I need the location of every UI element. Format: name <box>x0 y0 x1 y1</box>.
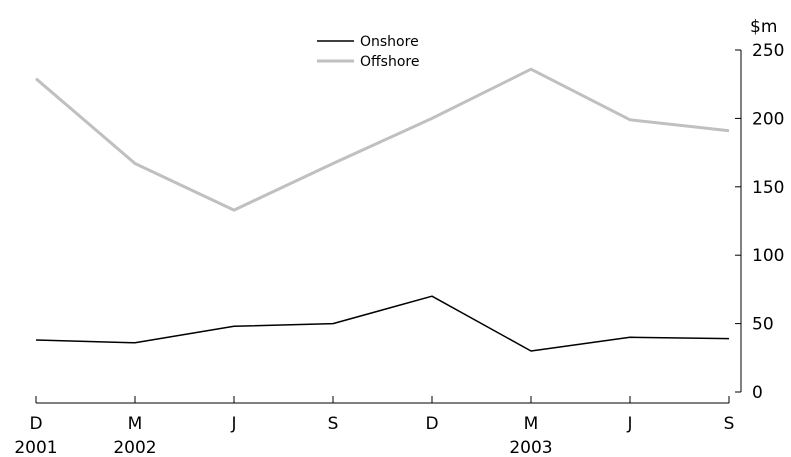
x-tick-label: M <box>128 414 143 434</box>
x-tick-label: S <box>328 414 339 434</box>
x-year-label: 2002 <box>113 438 156 457</box>
x-year-label: 2001 <box>14 438 57 457</box>
y-tick-label: 0 <box>752 383 763 403</box>
y-tick-label: 250 <box>752 41 784 61</box>
x-tick-label: D <box>425 414 438 434</box>
y-tick-label: 100 <box>752 246 784 266</box>
series-line-offshore <box>35 67 730 212</box>
y-unit-label: $m <box>750 17 777 37</box>
series-line-onshore <box>35 295 730 352</box>
x-tick-label: S <box>724 414 735 434</box>
x-tick-label: M <box>524 414 539 434</box>
legend-label-onshore: Onshore <box>360 34 419 50</box>
series-layer <box>35 67 730 352</box>
y-tick-label: 150 <box>752 178 784 198</box>
x-tick-label: D <box>29 414 42 434</box>
x-tick-label: J <box>230 414 236 434</box>
legend: Onshore Offshore <box>317 34 419 70</box>
x-year-label: 2003 <box>509 438 552 457</box>
x-tick-label: J <box>626 414 632 434</box>
y-tick-label: 200 <box>752 109 784 129</box>
legend-label-offshore: Offshore <box>360 54 419 70</box>
y-tick-label: 50 <box>752 315 774 335</box>
